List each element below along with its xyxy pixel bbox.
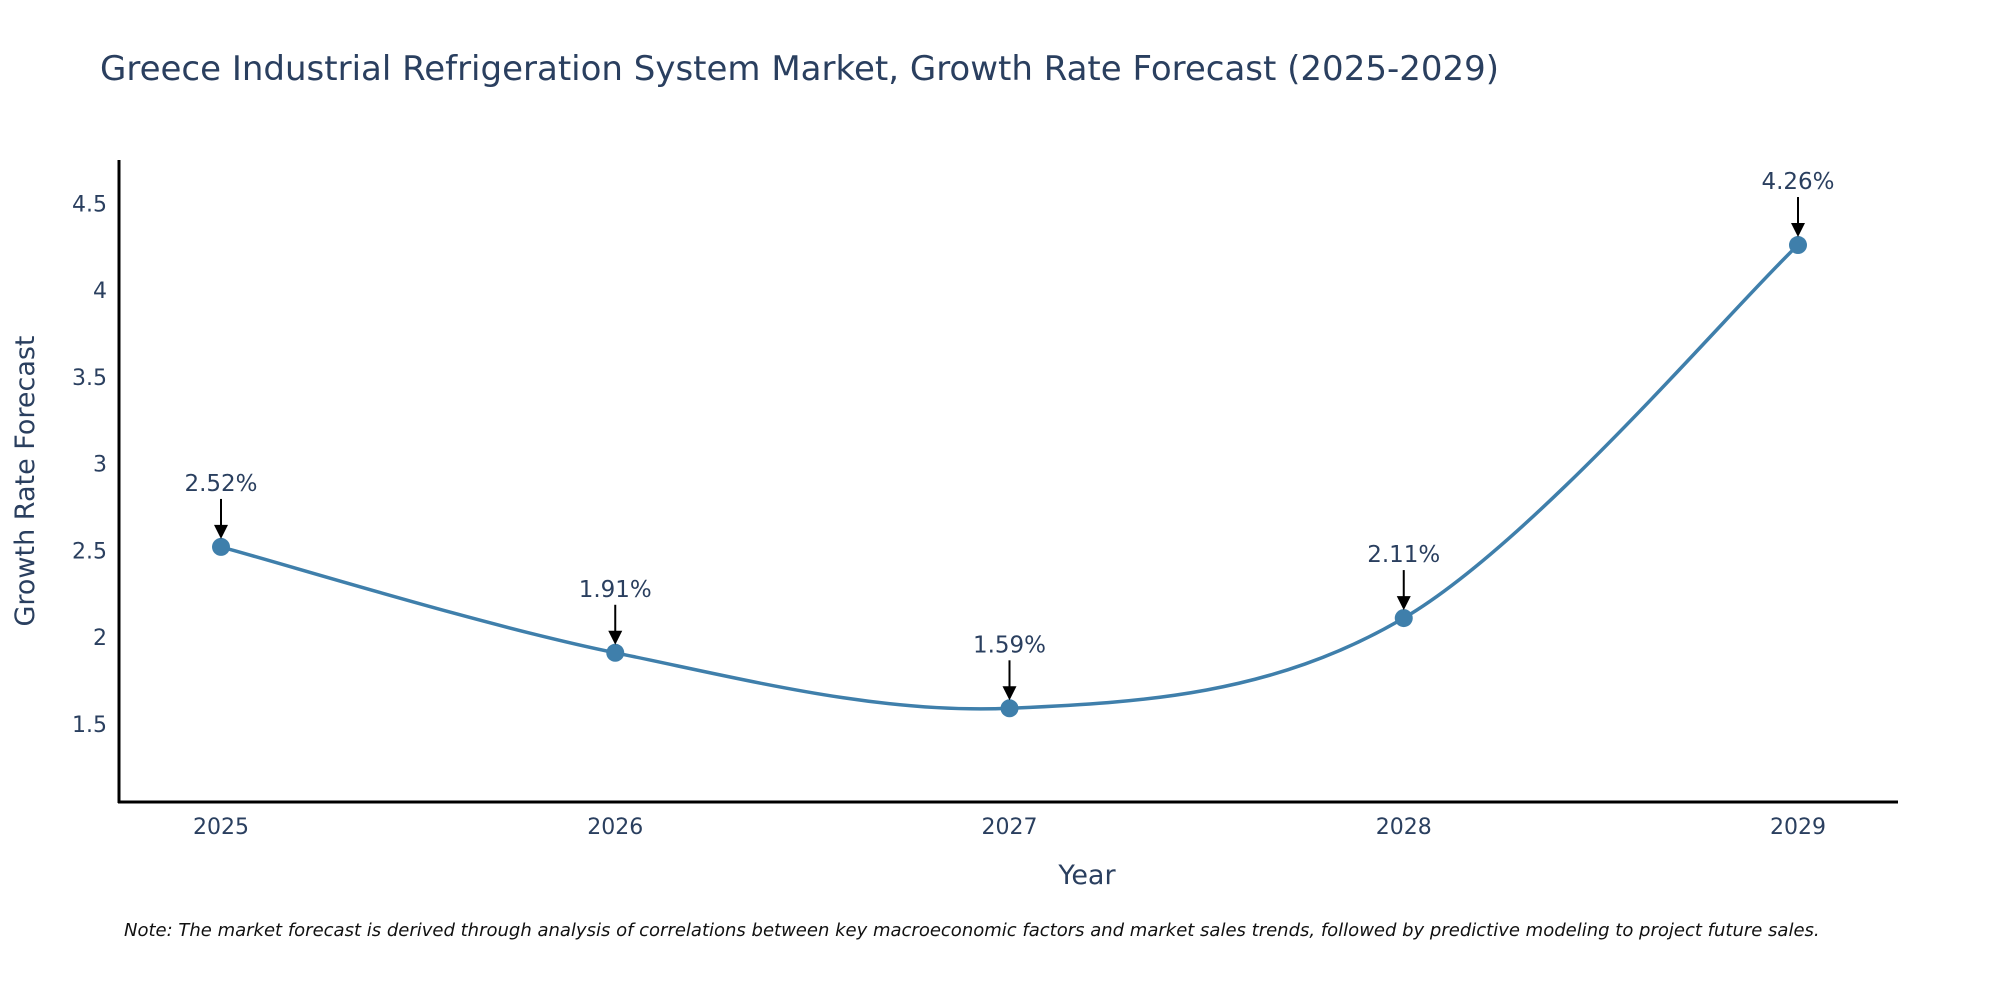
y-tick-label: 4 [93,279,107,304]
series-line [220,243,1800,711]
data-label: 2.11% [1367,542,1440,568]
x-tick-label: 2027 [982,815,1038,840]
x-tick-label: 2029 [1770,815,1826,840]
x-tick-label: 2025 [193,815,249,840]
data-point [1789,236,1807,255]
x-tick-label: 2026 [587,815,643,840]
annotation-arrowhead [608,630,623,645]
annotation-arrowhead [214,524,228,539]
footnote: Note: The market forecast is derived thr… [124,920,1820,941]
y-tick-label: 3 [93,453,107,478]
data-label: 1.59% [973,632,1046,658]
y-tick-label: 1.5 [72,713,107,738]
data-point [1000,699,1019,718]
data-label: 2.52% [184,471,257,497]
data-point [212,537,230,556]
data-label: 4.26% [1761,169,1834,195]
y-tick-label: 4.5 [72,192,107,217]
y-tick-label: 2.5 [72,539,107,564]
plot-area: 1.5 2 2.5 3 3.5 4 4.5 2025 2026 2027 2028 2029 2.52%… [72,160,1898,840]
annotation-arrowhead [1396,596,1411,611]
y-tick-label: 3.5 [72,366,107,391]
data-point [1394,609,1413,628]
x-tick-label: 2028 [1376,815,1432,840]
y-axis-title: Growth Rate Forecast [10,335,41,626]
chart-title: Greece Industrial Refrigeration System M… [100,49,1499,89]
x-axis-title: Year [1057,860,1116,891]
y-tick-label: 2 [93,626,107,651]
data-label: 1.91% [579,577,652,603]
data-point [606,643,625,662]
annotation-arrowhead [1002,686,1017,701]
annotation-arrowhead [1791,223,1805,238]
